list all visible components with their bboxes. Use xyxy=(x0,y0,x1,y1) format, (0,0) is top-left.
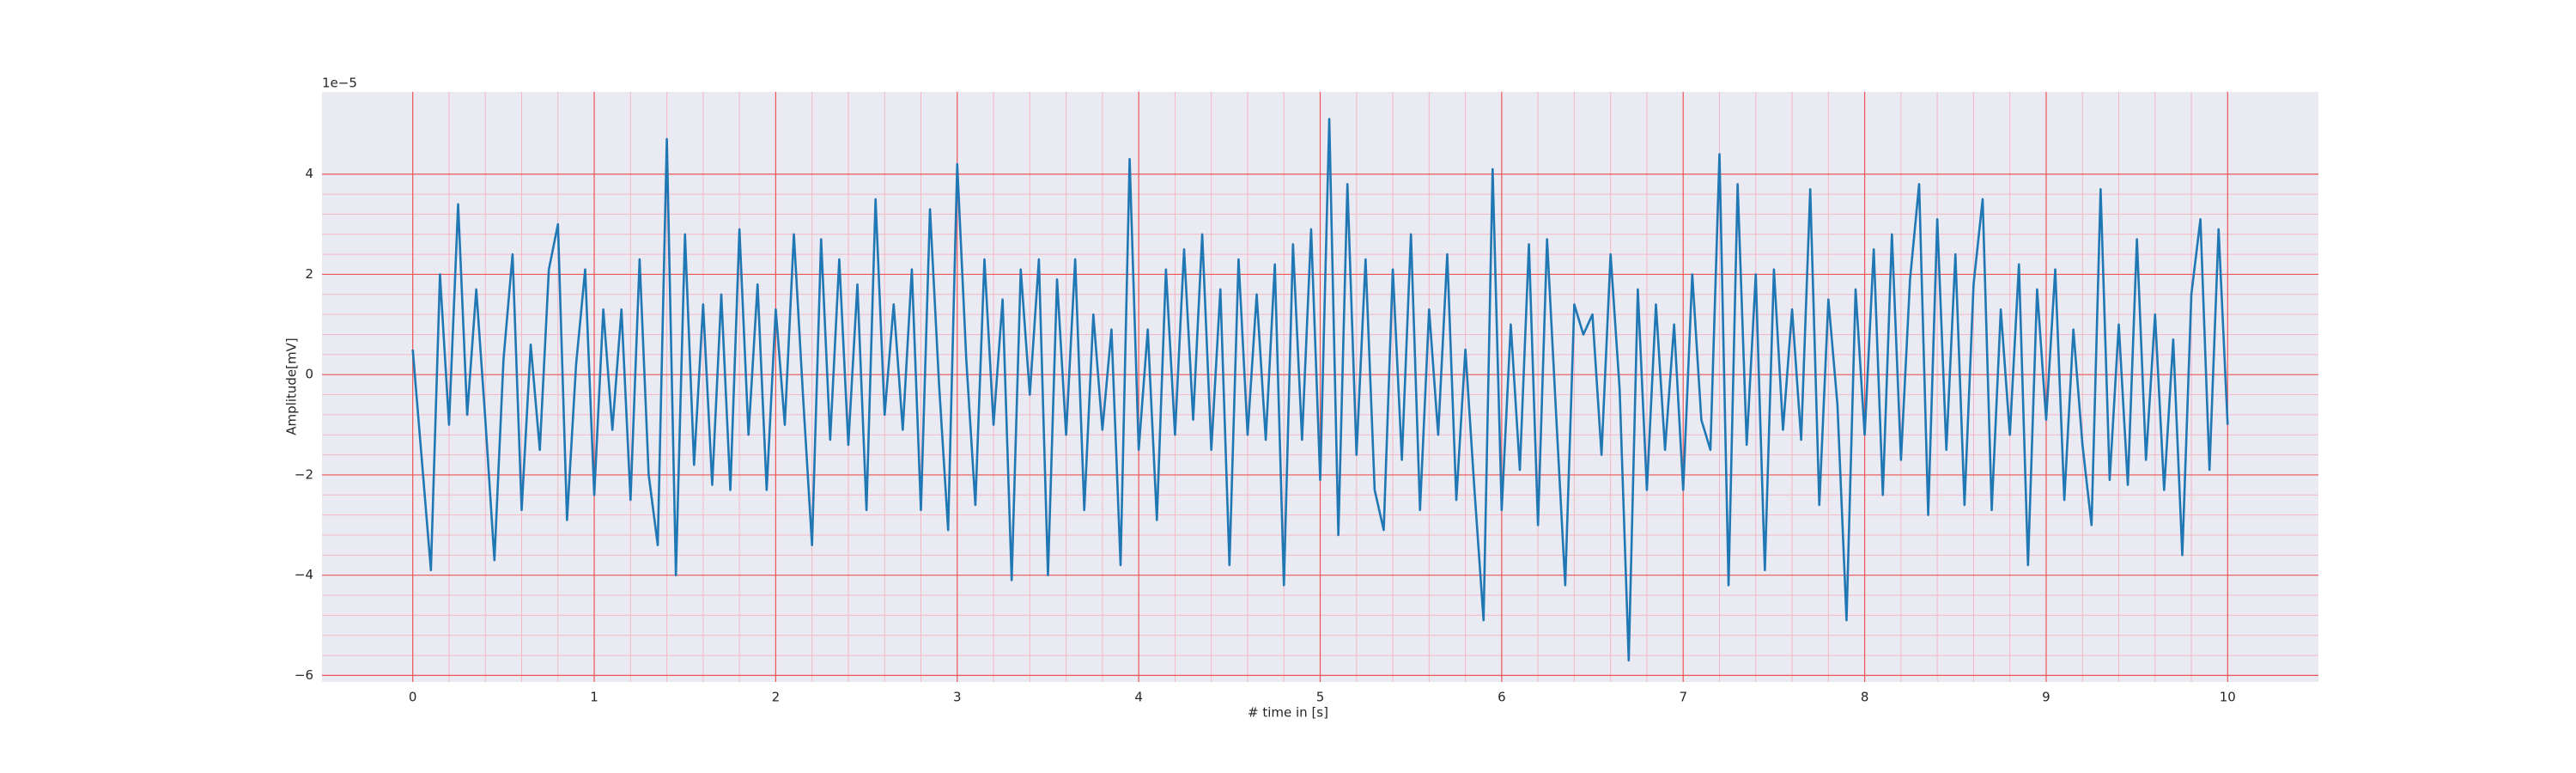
x-tick-label: 6 xyxy=(1498,690,1506,705)
y-tick-label: −2 xyxy=(295,466,313,482)
y-tick-label: −6 xyxy=(295,667,313,683)
y-tick-label: −4 xyxy=(295,567,313,582)
x-tick-label: 1 xyxy=(590,690,598,705)
signal-line xyxy=(411,118,2229,662)
y-axis-label: Amplitude[mV] xyxy=(284,338,300,435)
y-offset-label: 1e−5 xyxy=(322,76,357,91)
x-tick-label: 10 xyxy=(2220,690,2236,705)
x-tick-label: 5 xyxy=(1316,690,1325,705)
y-tick-label: 4 xyxy=(305,166,313,181)
y-tick-label: 2 xyxy=(305,266,313,282)
x-tick-label: 7 xyxy=(1679,690,1687,705)
y-tick-label: 0 xyxy=(305,367,313,382)
x-tick-label: 2 xyxy=(772,690,781,705)
x-tick-label: 0 xyxy=(409,690,417,705)
x-tick-label: 9 xyxy=(2042,690,2050,705)
x-tick-label: 4 xyxy=(1134,690,1143,705)
x-tick-label: 3 xyxy=(953,690,962,705)
x-tick-label: 8 xyxy=(1861,690,1869,705)
x-axis-label: # time in [s] xyxy=(1248,705,1328,721)
